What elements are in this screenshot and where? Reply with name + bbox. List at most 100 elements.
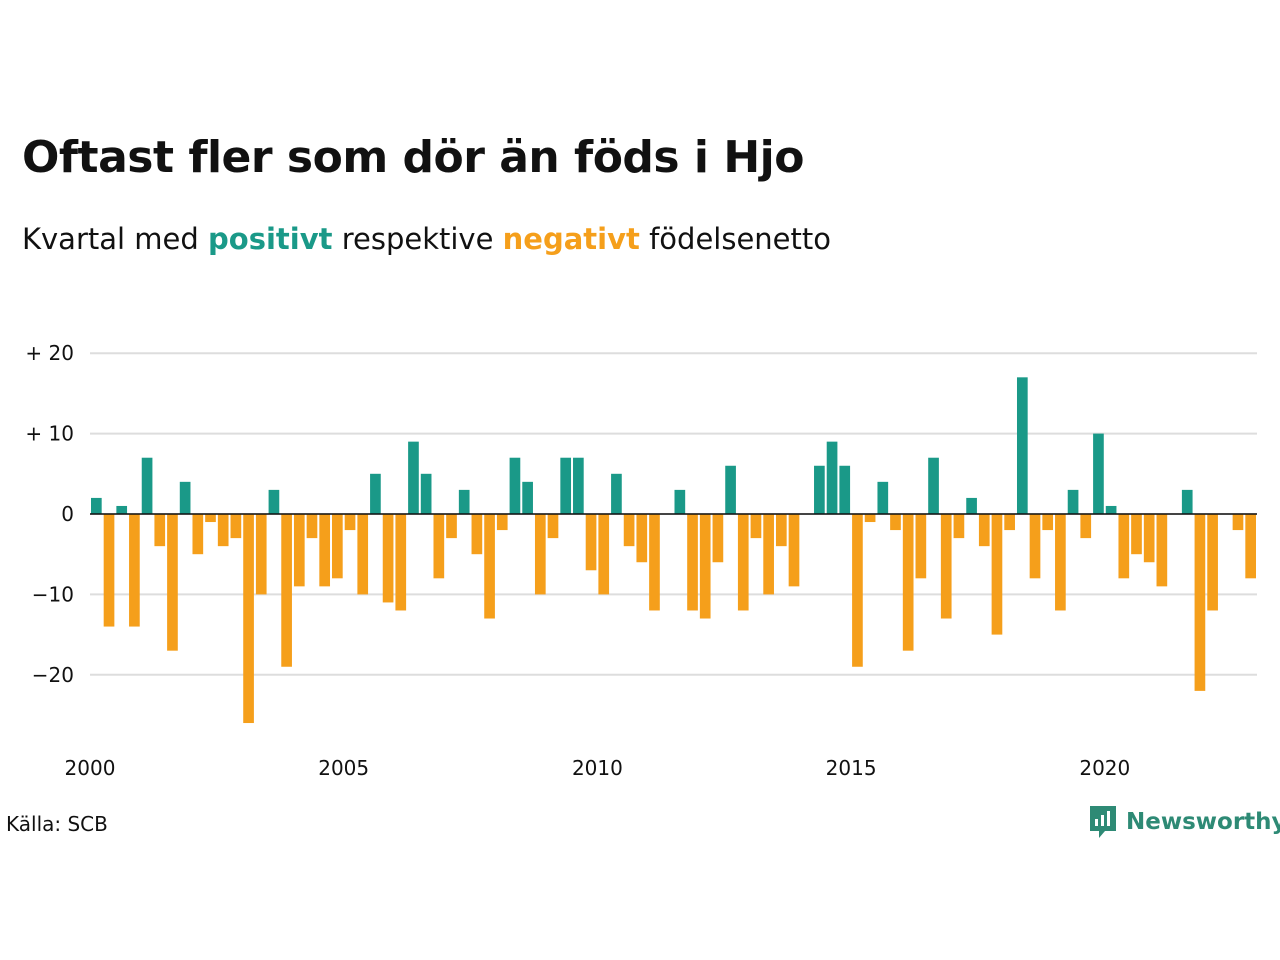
subtitle-prefix: Kvartal med	[22, 222, 199, 256]
bar-2010Q4	[636, 514, 648, 563]
bar-2012Q1	[699, 514, 711, 619]
bar-2016Q2	[915, 514, 927, 579]
bar-2007Q1	[446, 514, 457, 539]
bar-2007Q2	[458, 489, 470, 514]
bar-2008Q1	[496, 514, 508, 531]
bar-2005Q3	[370, 473, 381, 514]
y-tick-label: + 20	[25, 341, 74, 365]
bar-2004Q4	[332, 514, 343, 579]
bar-2009Q4	[585, 514, 597, 571]
bar-2018Q2	[1016, 377, 1028, 514]
bar-2015Q3	[877, 481, 889, 514]
bar-2008Q3	[522, 481, 533, 514]
bar-2018Q3	[1029, 514, 1041, 579]
bar-2022Q1	[1207, 514, 1218, 611]
x-tick-label: 2020	[1079, 756, 1130, 780]
bar-2005Q4	[382, 514, 394, 603]
bar-2020Q1	[1105, 505, 1117, 514]
bar-2017Q3	[978, 514, 990, 547]
bar-2017Q2	[966, 497, 977, 514]
y-tick-label: −10	[32, 582, 74, 606]
bar-2001Q3	[167, 514, 178, 651]
bar-2012Q3	[725, 465, 736, 514]
newsworthy-logo-text: Newsworthy	[1126, 809, 1280, 835]
bar-2013Q2	[763, 514, 774, 595]
subtitle-middle: respektive	[341, 222, 494, 256]
bar-2022Q4	[1245, 514, 1256, 579]
bar-2006Q4	[433, 514, 445, 579]
chart-subtitle: Kvartal med positivt respektive negativt…	[22, 222, 831, 256]
bar-2018Q4	[1042, 514, 1054, 531]
bar-2004Q1	[293, 514, 305, 587]
bar-2010Q1	[598, 514, 610, 595]
bar-2012Q4	[737, 514, 749, 611]
bar-2010Q2	[611, 473, 622, 514]
source-note: Källa: SCB	[6, 812, 108, 836]
bar-2006Q3	[420, 473, 432, 514]
bar-2002Q2	[205, 514, 216, 523]
bar-2010Q3	[623, 514, 635, 547]
bar-2003Q1	[243, 514, 254, 724]
bar-2009Q1	[547, 514, 559, 539]
subtitle-positive-word: positivt	[208, 222, 333, 256]
bar-2013Q3	[775, 514, 787, 547]
subtitle-negative-word: negativt	[502, 222, 640, 256]
bar-2014Q2	[814, 465, 825, 514]
bar-2019Q1	[1055, 514, 1066, 611]
axis-labels: + 20 + 10 0 −10 −20 2000 2005 2010 2015 2020	[25, 341, 1130, 780]
bar-chart: + 20 + 10 0 −10 −20 2000 2005 2010 2015 2020	[25, 341, 1257, 780]
bar-2013Q1	[750, 514, 762, 539]
bar-2017Q1	[953, 514, 965, 539]
x-tick-label: 2010	[572, 756, 623, 780]
bar-2001Q4	[179, 481, 191, 514]
bar-2003Q2	[255, 514, 267, 595]
x-tick-label: 2005	[318, 756, 369, 780]
x-tick-label: 2000	[65, 756, 116, 780]
bar-2021Q3	[1181, 489, 1193, 514]
bar-2016Q4	[940, 514, 952, 619]
bar-2020Q4	[1143, 514, 1155, 563]
bar-2016Q1	[902, 514, 914, 651]
bar-2005Q2	[357, 514, 369, 595]
bars	[90, 377, 1257, 724]
bar-2004Q3	[319, 514, 331, 587]
bar-2000Q2	[103, 514, 115, 627]
bar-2003Q4	[281, 514, 292, 667]
bar-2013Q4	[788, 514, 800, 587]
x-tick-label: 2015	[826, 756, 877, 780]
subtitle-suffix: födelsenetto	[649, 222, 831, 256]
bar-2000Q1	[91, 497, 102, 514]
bar-2019Q4	[1093, 433, 1104, 514]
newsworthy-logo: Newsworthy	[1088, 804, 1280, 840]
bar-2000Q4	[129, 514, 140, 627]
bar-2020Q2	[1118, 514, 1130, 579]
bar-2019Q2	[1067, 489, 1079, 514]
chart-title: Oftast fler som dör än föds i Hjo	[22, 132, 804, 183]
bar-2009Q3	[573, 457, 584, 514]
bar-2005Q1	[344, 514, 356, 531]
bar-2006Q1	[395, 514, 407, 611]
bar-2009Q2	[560, 457, 572, 514]
bar-2003Q3	[268, 489, 280, 514]
bar-2014Q4	[839, 465, 851, 514]
bar-2006Q2	[408, 441, 419, 514]
bar-2015Q1	[852, 514, 863, 667]
bar-2011Q1	[649, 514, 660, 611]
bar-2007Q3	[471, 514, 483, 555]
bar-2017Q4	[991, 514, 1003, 635]
bar-2014Q3	[826, 441, 838, 514]
bar-2021Q1	[1156, 514, 1168, 587]
bar-2002Q1	[192, 514, 204, 555]
bar-2018Q1	[1004, 514, 1015, 531]
bar-2015Q2	[864, 514, 876, 523]
bar-2020Q3	[1131, 514, 1142, 555]
bar-2015Q4	[890, 514, 901, 531]
bar-2022Q3	[1232, 514, 1244, 531]
bar-2002Q3	[217, 514, 229, 547]
bar-2004Q2	[306, 514, 318, 539]
y-tick-label: + 10	[25, 422, 74, 446]
bar-2021Q4	[1194, 514, 1206, 691]
newsworthy-logo-icon	[1090, 806, 1116, 838]
bar-2000Q3	[116, 505, 128, 514]
bar-2008Q2	[509, 457, 521, 514]
